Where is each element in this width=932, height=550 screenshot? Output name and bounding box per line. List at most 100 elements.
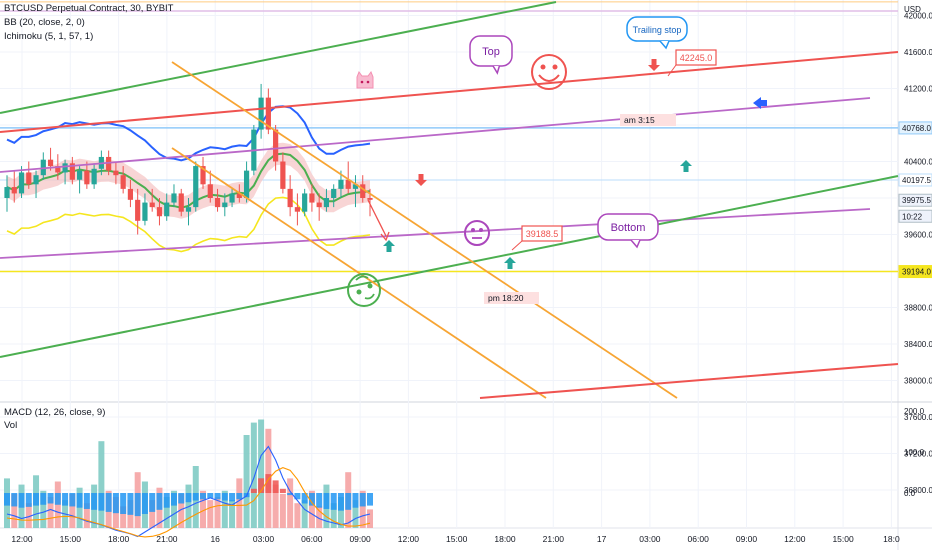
- macd-hist-bar: [308, 493, 315, 506]
- eye: [360, 80, 364, 84]
- eye: [479, 228, 483, 232]
- candle-body: [4, 187, 10, 198]
- macd-hist-bar: [192, 493, 199, 501]
- price-note-pointer: [667, 64, 677, 77]
- arrow-down-icon: [648, 59, 660, 71]
- trendline-green-lower[interactable]: [0, 175, 899, 358]
- volume-bar: [352, 500, 359, 528]
- volume-bar: [236, 478, 243, 528]
- macd-hist-bar: [98, 493, 105, 511]
- candle-body: [156, 207, 163, 217]
- macd-hist-bar: [18, 493, 25, 508]
- volume-bar: [76, 487, 83, 528]
- top-bubble[interactable]: Top: [469, 35, 513, 75]
- x-tick-label: 03:00: [253, 534, 275, 544]
- bottom-bubble-text: Bottom: [611, 222, 646, 234]
- candle-body: [316, 202, 322, 208]
- candle-body: [207, 184, 213, 198]
- x-tick-label: 16: [210, 534, 220, 544]
- bb-indicator-label[interactable]: BB (20, close, 2, 0): [4, 17, 85, 28]
- y-tick-label: 41200.0: [904, 85, 932, 94]
- macd-hist-bar: [236, 493, 243, 500]
- price-axis[interactable]: 43200.042800.042400.042000.041600.041200…: [904, 0, 932, 498]
- candle-body: [294, 207, 300, 212]
- volume-bar: [207, 500, 214, 528]
- neutral-face-icon: [464, 220, 490, 246]
- bottom-bubble-tail: [630, 239, 641, 249]
- macd-hist-bar: [279, 488, 286, 493]
- volume-indicator-label[interactable]: Vol: [4, 420, 18, 431]
- volume-bar: [200, 490, 207, 528]
- macd-hist-bar: [345, 493, 352, 510]
- price-note-42245-text: 42245.0: [680, 53, 713, 63]
- macd-hist-bar: [149, 493, 156, 512]
- arrow-up-icon: [680, 160, 692, 172]
- volume-bar: [301, 500, 308, 528]
- x-tick-label: 09:00: [736, 534, 758, 544]
- price-label-text: 40197.5: [902, 176, 931, 185]
- am-time-note-bg: [620, 114, 676, 126]
- trendline-purple-upper[interactable]: [0, 97, 871, 173]
- price-label-box: [898, 121, 932, 135]
- macd-hist-bar: [127, 493, 134, 515]
- candle-body: [265, 97, 271, 130]
- annotations[interactable]: Top Bottom Trailing stop 42245.0 39188.5 am 3…: [347, 16, 767, 307]
- macd-indicator-label[interactable]: MACD (12, 26, close, 9): [4, 407, 106, 418]
- volume-bar: [243, 435, 250, 528]
- trendline-red-lower[interactable]: [479, 363, 899, 399]
- x-tick-label: 15:00: [60, 534, 82, 544]
- price-label-box: [898, 173, 932, 187]
- am-time-note: am 3:15: [620, 114, 676, 126]
- bottom-bubble[interactable]: Bottom: [597, 213, 659, 249]
- volume-bar: [170, 490, 177, 528]
- price-note-42245[interactable]: 42245.0: [675, 49, 717, 66]
- top-bubble-tail: [492, 65, 501, 75]
- x-tick-label: 18:00: [494, 534, 516, 544]
- macd-hist-bar: [185, 493, 192, 503]
- volume-bar: [120, 506, 127, 528]
- trailing-stop-bubble[interactable]: Trailing stop: [626, 16, 688, 50]
- trendline-purple-lower[interactable]: [0, 208, 871, 259]
- arrow-down-icon: [415, 174, 427, 186]
- x-tick-label: 12:00: [398, 534, 420, 544]
- macd-hist-bar: [250, 488, 257, 493]
- volume-bar: [229, 500, 236, 528]
- mouth: [364, 293, 375, 300]
- trendline-green-top[interactable]: [0, 1, 557, 114]
- macd-hist-bar: [229, 493, 236, 502]
- time-axis[interactable]: 12:00 15:00 18:00 21:00 16 03:00 06:00 09:00 12:…: [11, 534, 900, 544]
- volume-bar: [359, 490, 366, 528]
- x-tick-label: 15:00: [446, 534, 468, 544]
- drawn-trendlines[interactable]: [0, 1, 899, 399]
- y-tick-label: 38400.0: [904, 340, 932, 349]
- x-tick-label: 18:00: [108, 534, 130, 544]
- y-tick-label: 39600.0: [904, 231, 932, 240]
- trendline-red-upper[interactable]: [0, 51, 899, 133]
- macd-hist-bar: [4, 493, 10, 506]
- price-label-text: 40768.0: [902, 124, 931, 133]
- am-time-note-text: am 3:15: [624, 115, 655, 125]
- price-note-39188[interactable]: 39188.5: [521, 225, 563, 242]
- arrow-up-icon: [383, 240, 395, 252]
- macd-hist-bar: [294, 493, 301, 500]
- candle-body: [178, 193, 184, 212]
- macd-hist-bar: [40, 493, 47, 505]
- candle-body: [352, 184, 359, 189]
- trendline-orange-a[interactable]: [171, 61, 678, 399]
- candle-body: [33, 175, 39, 185]
- candles: [4, 83, 373, 235]
- brow: [355, 275, 369, 281]
- volume-bar: [367, 509, 373, 528]
- smile-face-icon-outline: [531, 54, 567, 90]
- macd-line: [6, 445, 371, 538]
- macd-hist-bar: [337, 493, 344, 511]
- y-tick-label: 38800.0: [904, 304, 932, 313]
- macd-hist-bar: [33, 493, 40, 506]
- macd-hist-bar: [69, 493, 76, 507]
- candle-body: [193, 166, 199, 208]
- trendline-orange-b[interactable]: [171, 147, 547, 399]
- eye: [552, 64, 558, 70]
- ichimoku-indicator-label[interactable]: Ichimoku (5, 1, 57, 1): [4, 31, 94, 42]
